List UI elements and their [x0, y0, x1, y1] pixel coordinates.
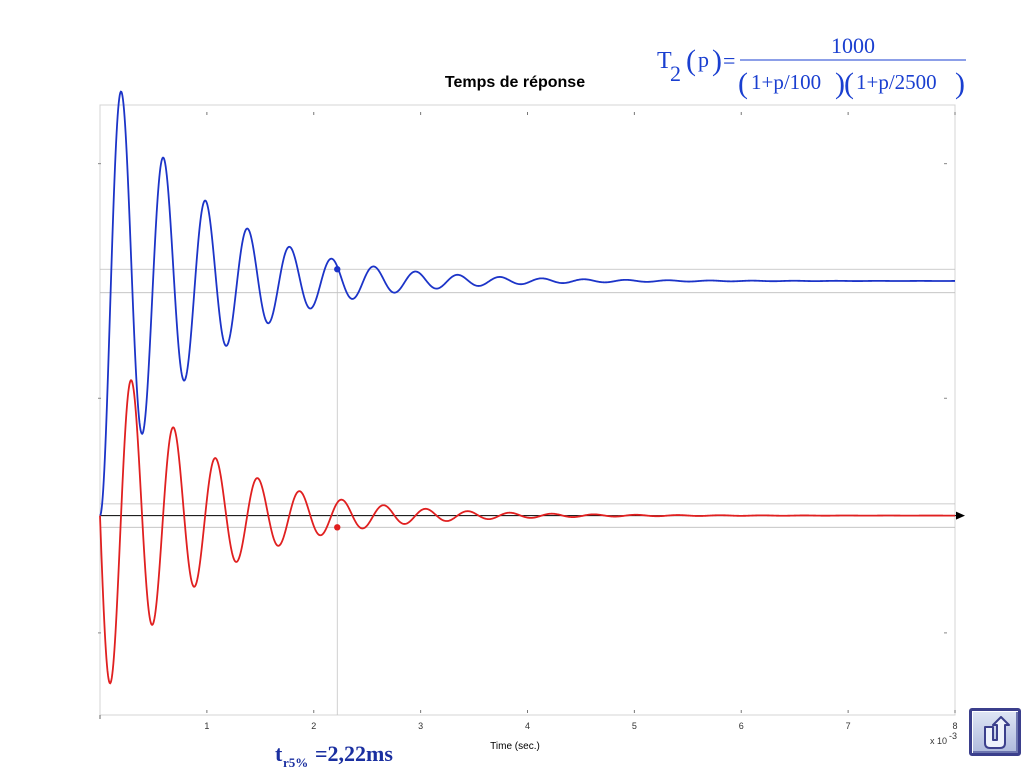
x-tick-label: 4 — [525, 721, 530, 731]
factor2-paren-close: ) — [955, 67, 965, 100]
axes — [98, 104, 965, 716]
annotation-subscript: r5% — [283, 755, 308, 768]
markers — [334, 266, 341, 531]
x-tick-label: 8 — [952, 721, 957, 731]
equation: T 2 ( p ) = 1000 ( 1+p/100 ) ( 1+p/2500 … — [657, 33, 966, 100]
settling-marker-0 — [334, 266, 341, 273]
equation-lhs-symbol: T — [657, 48, 672, 74]
equation-paren-close: ) — [712, 44, 722, 77]
factor2-paren-open: ( — [844, 67, 854, 100]
x-tick-label: 7 — [846, 721, 851, 731]
plot-frame — [99, 104, 956, 716]
x-axis-label: Time (sec.) — [490, 741, 540, 752]
equation-numerator: 1000 — [831, 33, 875, 58]
chart-title: Temps de réponse — [445, 74, 585, 91]
equation-lhs-arg: p — [698, 47, 709, 72]
annotation-value: =2,22ms — [315, 741, 393, 766]
home-button[interactable] — [969, 708, 1021, 756]
equation-factor2: 1+p/2500 — [856, 70, 937, 94]
x-axis-arrowhead — [956, 511, 965, 520]
factor1-paren-open: ( — [738, 67, 748, 100]
x-tick-label: 5 — [632, 721, 637, 731]
x-tick-label: 1 — [204, 721, 209, 731]
x-multiplier-exponent: -3 — [949, 731, 957, 741]
equation-lhs-subscript: 2 — [670, 61, 681, 86]
settling-marker-1 — [334, 524, 341, 531]
u-turn-arrow-icon — [984, 716, 1010, 749]
equation-equals: = — [723, 48, 735, 73]
factor1-paren-close: ) — [835, 67, 845, 100]
x-tick-label: 2 — [311, 721, 316, 731]
x-tick-label: 6 — [739, 721, 744, 731]
x-tick-label: 3 — [418, 721, 423, 731]
x-multiplier: x 10 — [930, 736, 947, 746]
equation-paren-open: ( — [686, 44, 696, 77]
series-line-red — [99, 379, 956, 685]
annotation-t: t — [275, 741, 283, 766]
x-ticks: 1 2 3 4 5 6 7 8 — [99, 112, 958, 731]
series — [99, 90, 956, 685]
equation-factor1: 1+p/100 — [751, 70, 821, 94]
series-line-blue — [99, 90, 955, 517]
settling-time-annotation: t r5% =2,22ms — [275, 741, 393, 768]
